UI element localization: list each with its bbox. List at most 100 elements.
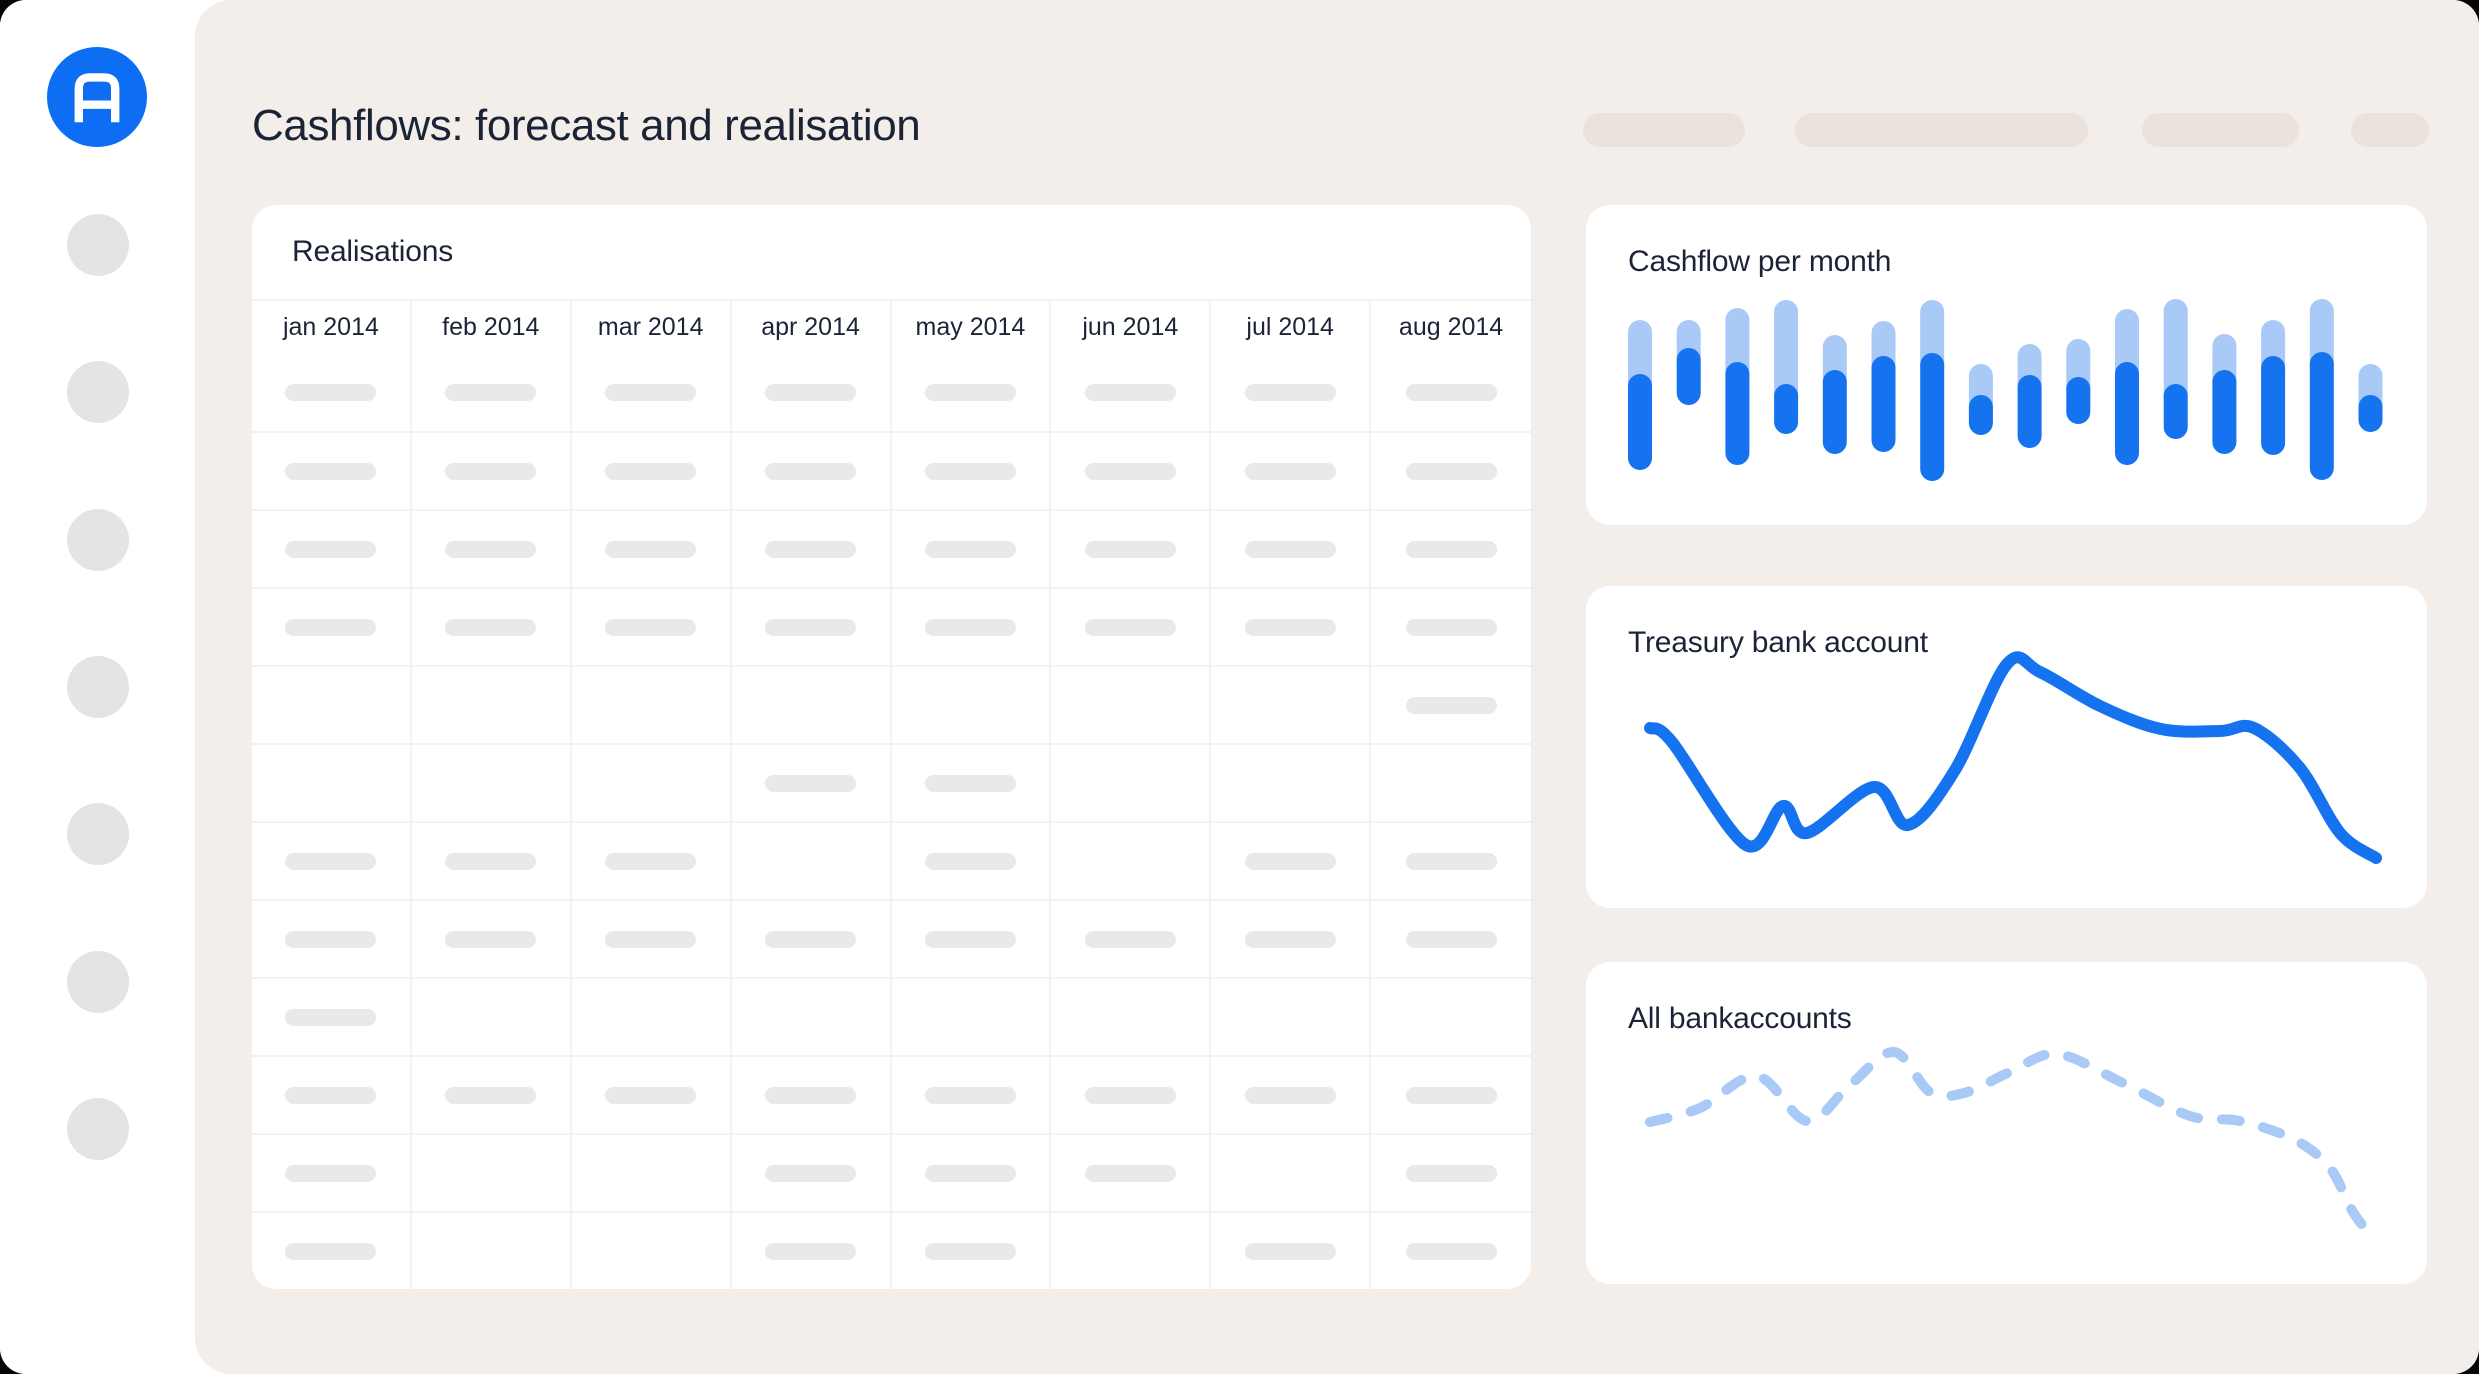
table-cell[interactable] — [252, 823, 412, 899]
table-cell[interactable] — [412, 433, 572, 509]
table-cell[interactable] — [412, 511, 572, 587]
table-cell[interactable] — [572, 433, 732, 509]
table-cell[interactable] — [1371, 1057, 1531, 1133]
table-cell[interactable] — [572, 1135, 732, 1211]
table-cell[interactable] — [1211, 1135, 1372, 1211]
table-cell[interactable] — [1051, 1135, 1212, 1211]
toolbar-pill[interactable] — [1583, 113, 1745, 147]
table-cell[interactable] — [412, 589, 572, 665]
sidebar-item[interactable] — [67, 1098, 129, 1160]
table-cell[interactable] — [1051, 745, 1212, 821]
table-cell[interactable] — [732, 667, 892, 743]
table-cell[interactable] — [732, 901, 892, 977]
table-cell[interactable] — [1211, 353, 1372, 431]
table-cell[interactable] — [1371, 745, 1531, 821]
table-cell[interactable] — [1211, 823, 1372, 899]
table-cell[interactable] — [892, 433, 1052, 509]
table-cell[interactable] — [1051, 979, 1212, 1055]
sidebar-item[interactable] — [67, 509, 129, 571]
table-cell[interactable] — [1211, 1213, 1372, 1289]
table-cell[interactable] — [572, 823, 732, 899]
table-cell[interactable] — [1371, 589, 1531, 665]
table-cell[interactable] — [252, 745, 412, 821]
table-cell[interactable] — [732, 745, 892, 821]
table-cell[interactable] — [412, 1135, 572, 1211]
table-cell[interactable] — [1051, 667, 1212, 743]
table-cell[interactable] — [252, 511, 412, 587]
table-cell[interactable] — [1051, 353, 1212, 431]
table-cell[interactable] — [252, 1057, 412, 1133]
sidebar-item[interactable] — [67, 951, 129, 1013]
table-cell[interactable] — [252, 1135, 412, 1211]
table-cell[interactable] — [1051, 1213, 1212, 1289]
table-cell[interactable] — [1371, 823, 1531, 899]
toolbar-pill[interactable] — [2351, 113, 2429, 147]
sidebar-item[interactable] — [67, 656, 129, 718]
table-cell[interactable] — [1371, 353, 1531, 431]
table-cell[interactable] — [1051, 901, 1212, 977]
table-cell[interactable] — [892, 1213, 1052, 1289]
table-cell[interactable] — [412, 823, 572, 899]
table-cell[interactable] — [1371, 1135, 1531, 1211]
table-cell[interactable] — [732, 823, 892, 899]
table-cell[interactable] — [1051, 823, 1212, 899]
table-cell[interactable] — [732, 1057, 892, 1133]
table-cell[interactable] — [252, 589, 412, 665]
toolbar-pill[interactable] — [1795, 113, 2088, 147]
table-cell[interactable] — [572, 589, 732, 665]
table-cell[interactable] — [572, 901, 732, 977]
table-cell[interactable] — [1371, 667, 1531, 743]
table-cell[interactable] — [572, 745, 732, 821]
table-cell[interactable] — [1051, 433, 1212, 509]
table-cell[interactable] — [412, 979, 572, 1055]
table-cell[interactable] — [732, 1213, 892, 1289]
table-cell[interactable] — [1211, 589, 1372, 665]
table-cell[interactable] — [1371, 511, 1531, 587]
table-cell[interactable] — [732, 511, 892, 587]
table-cell[interactable] — [412, 901, 572, 977]
sidebar-item[interactable] — [67, 361, 129, 423]
table-cell[interactable] — [572, 511, 732, 587]
table-cell[interactable] — [412, 1057, 572, 1133]
table-cell[interactable] — [252, 979, 412, 1055]
toolbar-pill[interactable] — [2142, 113, 2299, 147]
table-cell[interactable] — [1211, 979, 1372, 1055]
table-cell[interactable] — [572, 353, 732, 431]
table-cell[interactable] — [1211, 511, 1372, 587]
table-cell[interactable] — [412, 667, 572, 743]
sidebar-item[interactable] — [67, 214, 129, 276]
table-cell[interactable] — [1371, 1213, 1531, 1289]
table-cell[interactable] — [1371, 433, 1531, 509]
table-cell[interactable] — [892, 901, 1052, 977]
table-cell[interactable] — [1051, 589, 1212, 665]
table-cell[interactable] — [252, 1213, 412, 1289]
table-cell[interactable] — [732, 353, 892, 431]
table-cell[interactable] — [732, 1135, 892, 1211]
table-cell[interactable] — [252, 667, 412, 743]
table-cell[interactable] — [1051, 511, 1212, 587]
table-cell[interactable] — [892, 667, 1052, 743]
table-cell[interactable] — [252, 901, 412, 977]
table-cell[interactable] — [1211, 901, 1372, 977]
app-logo[interactable] — [47, 47, 147, 147]
table-cell[interactable] — [1371, 901, 1531, 977]
table-cell[interactable] — [412, 1213, 572, 1289]
table-cell[interactable] — [572, 1057, 732, 1133]
table-cell[interactable] — [1211, 745, 1372, 821]
table-cell[interactable] — [732, 433, 892, 509]
table-cell[interactable] — [1051, 1057, 1212, 1133]
table-cell[interactable] — [892, 589, 1052, 665]
table-cell[interactable] — [252, 433, 412, 509]
table-cell[interactable] — [1211, 1057, 1372, 1133]
table-cell[interactable] — [572, 1213, 732, 1289]
table-cell[interactable] — [892, 823, 1052, 899]
table-cell[interactable] — [1211, 667, 1372, 743]
table-cell[interactable] — [572, 667, 732, 743]
table-cell[interactable] — [892, 1135, 1052, 1211]
sidebar-item[interactable] — [67, 803, 129, 865]
table-cell[interactable] — [1211, 433, 1372, 509]
table-cell[interactable] — [892, 511, 1052, 587]
table-cell[interactable] — [252, 353, 412, 431]
table-cell[interactable] — [412, 353, 572, 431]
table-cell[interactable] — [892, 745, 1052, 821]
